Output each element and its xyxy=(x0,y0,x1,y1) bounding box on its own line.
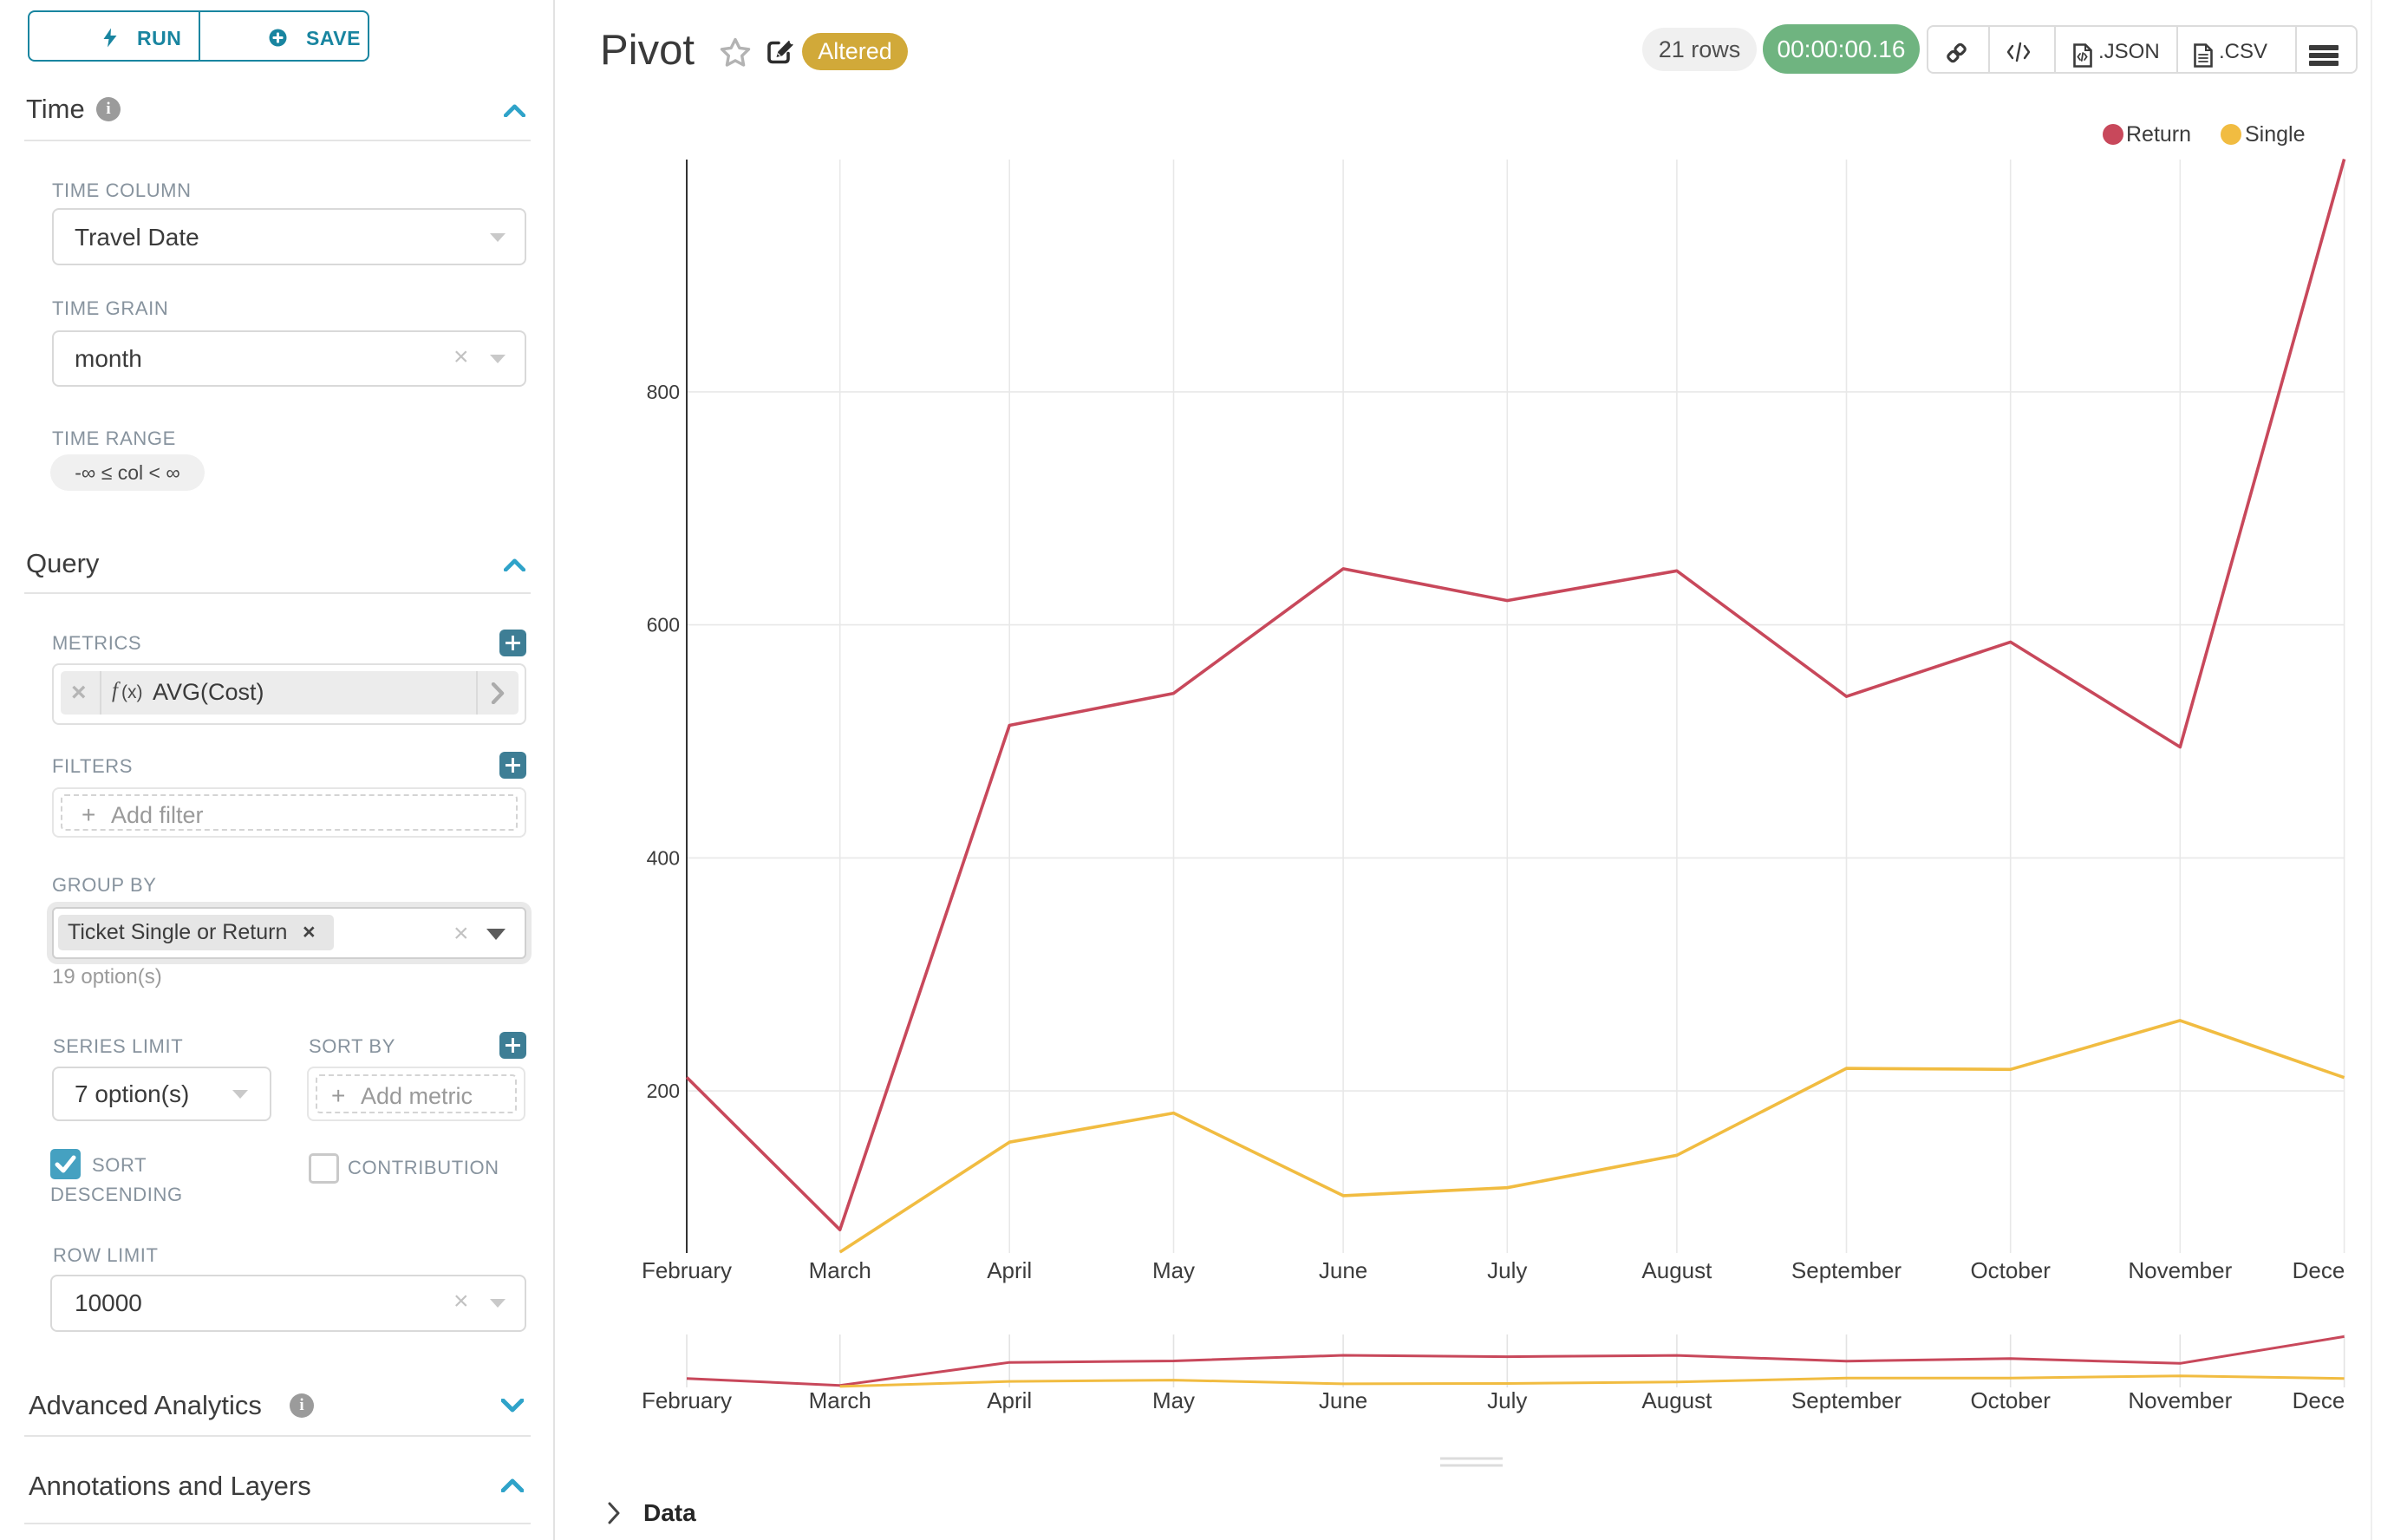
svg-text:July: July xyxy=(1487,1257,1527,1283)
svg-text:Single: Single xyxy=(2245,122,2306,147)
svg-text:200: 200 xyxy=(647,1080,680,1102)
svg-text:November: November xyxy=(2128,1257,2232,1283)
svg-text:November: November xyxy=(2128,1387,2232,1413)
svg-text:October: October xyxy=(1970,1387,2051,1413)
svg-text:December: December xyxy=(2293,1387,2381,1413)
svg-text:April: April xyxy=(987,1387,1032,1413)
svg-text:February: February xyxy=(642,1257,732,1283)
svg-text:September: September xyxy=(1791,1257,1902,1283)
svg-text:October: October xyxy=(1970,1257,2051,1283)
svg-text:July: July xyxy=(1487,1387,1527,1413)
svg-text:May: May xyxy=(1152,1257,1195,1283)
svg-text:400: 400 xyxy=(647,846,680,869)
svg-text:800: 800 xyxy=(647,381,680,403)
svg-text:August: August xyxy=(1641,1387,1712,1413)
svg-text:December: December xyxy=(2293,1257,2381,1283)
svg-text:February: February xyxy=(642,1387,732,1413)
svg-text:March: March xyxy=(809,1257,871,1283)
svg-text:August: August xyxy=(1641,1257,1712,1283)
svg-text:May: May xyxy=(1152,1387,1195,1413)
svg-text:September: September xyxy=(1791,1387,1902,1413)
svg-text:March: March xyxy=(809,1387,871,1413)
svg-text:June: June xyxy=(1319,1387,1367,1413)
svg-text:600: 600 xyxy=(647,614,680,636)
svg-text:June: June xyxy=(1319,1257,1367,1283)
svg-text:Return: Return xyxy=(2126,122,2191,147)
svg-text:April: April xyxy=(987,1257,1032,1283)
